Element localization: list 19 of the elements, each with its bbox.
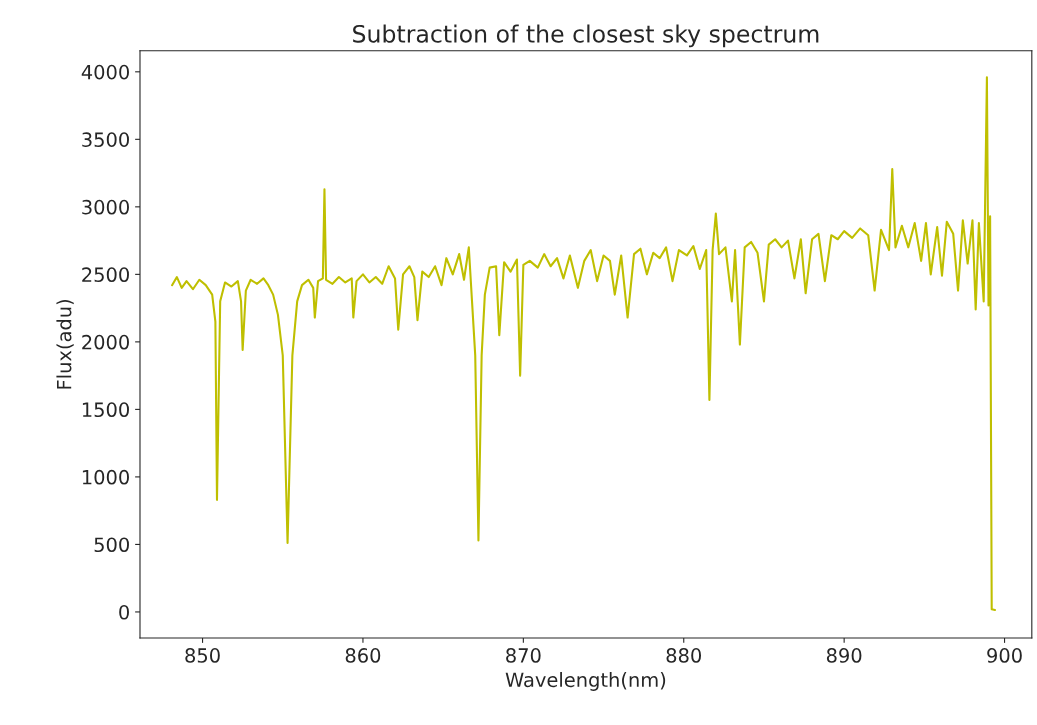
x-tick-label: 900 bbox=[987, 648, 1022, 663]
y-tick-label: 3000 bbox=[82, 199, 129, 215]
line-series bbox=[171, 76, 996, 611]
chart-title: Subtraction of the closest sky spectrum bbox=[353, 24, 819, 48]
y-axis-title: Flux(adu) bbox=[56, 299, 74, 389]
y-tick-label: 1000 bbox=[82, 469, 129, 485]
y-tick-label: 500 bbox=[94, 537, 129, 553]
y-tick-label: 4000 bbox=[81, 64, 129, 80]
y-tick-label: 0 bbox=[119, 604, 129, 620]
y-tick-label: 2500 bbox=[82, 267, 129, 283]
y-tick-label: 2000 bbox=[82, 334, 129, 350]
y-tick-label: 1500 bbox=[82, 402, 129, 418]
x-tick-label: 850 bbox=[185, 648, 220, 663]
y-tick-label: 3500 bbox=[82, 132, 129, 147]
x-axis-title: Wavelength(nm) bbox=[505, 672, 666, 691]
x-tick-label: 890 bbox=[826, 648, 862, 663]
x-tick-label: 880 bbox=[666, 648, 702, 663]
x-tick-label: 860 bbox=[345, 648, 381, 663]
x-tick-label: 870 bbox=[506, 648, 541, 663]
